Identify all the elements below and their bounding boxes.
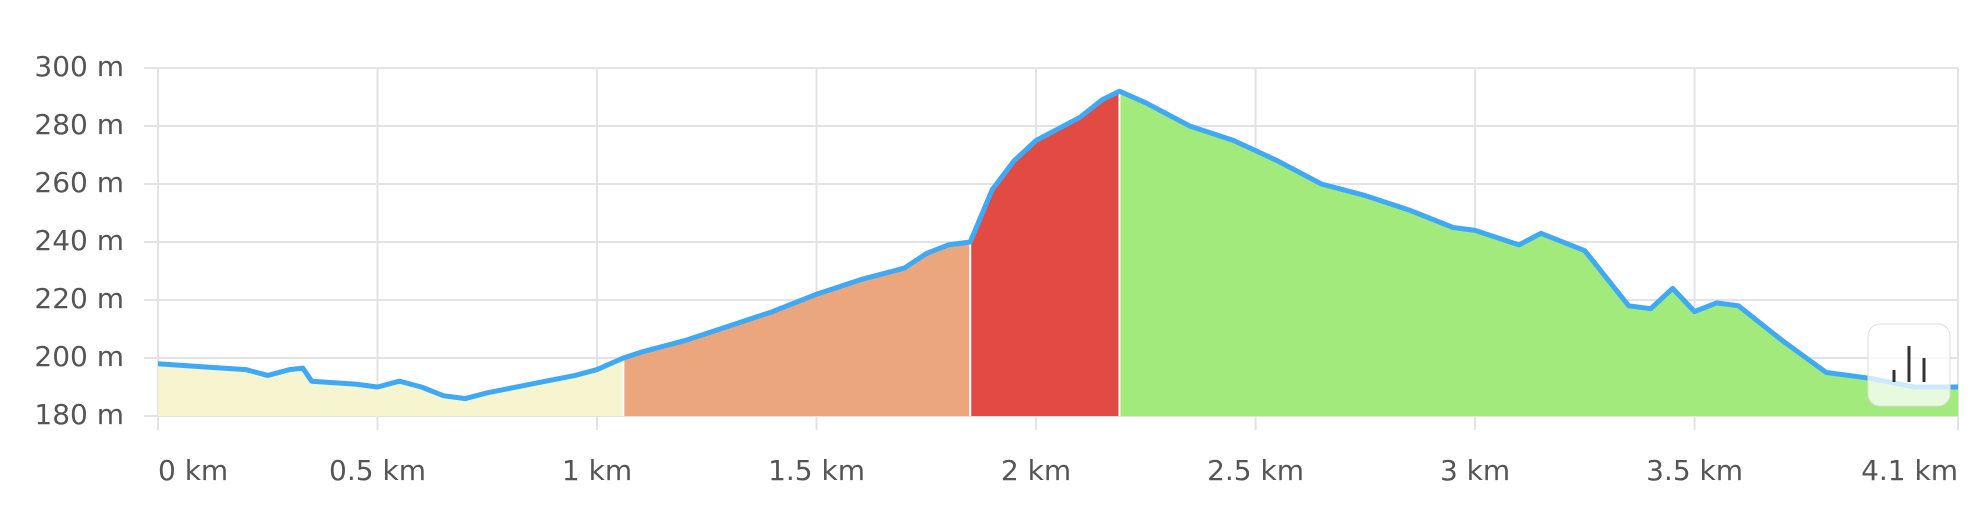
y-tick-label: 200 m (34, 340, 124, 373)
zone-area (623, 242, 971, 416)
x-tick-label: 1.5 km (768, 454, 865, 487)
y-tick-label: 240 m (34, 224, 124, 257)
x-tick-label: 4.1 km (1861, 454, 1958, 487)
elevation-line (157, 88, 1958, 402)
x-tick-label: 2.5 km (1207, 454, 1304, 487)
x-tick-label: 1 km (562, 454, 632, 487)
y-tick-label: 220 m (34, 282, 124, 315)
zone-area (158, 358, 624, 416)
x-tick-label: 0.5 km (329, 454, 426, 487)
x-tick-label: 3 km (1440, 454, 1510, 487)
y-tick-label: 260 m (34, 166, 124, 199)
chart-button[interactable] (1867, 323, 1951, 407)
y-tick-label: 300 m (34, 50, 124, 83)
x-tick-label: 2 km (1001, 454, 1071, 487)
x-tick-label: 3.5 km (1646, 454, 1743, 487)
y-tick-label: 280 m (34, 108, 124, 141)
foreground: 180 m 200 m 220 m 240 m 260 m 280 m 300 m 0 km 0… (34, 50, 1958, 487)
zones (158, 91, 1958, 416)
zone-area (970, 91, 1120, 416)
y-tick-label: 180 m (34, 398, 124, 431)
zone-area (1119, 91, 1958, 416)
x-tick-label: 0 km (158, 454, 228, 487)
